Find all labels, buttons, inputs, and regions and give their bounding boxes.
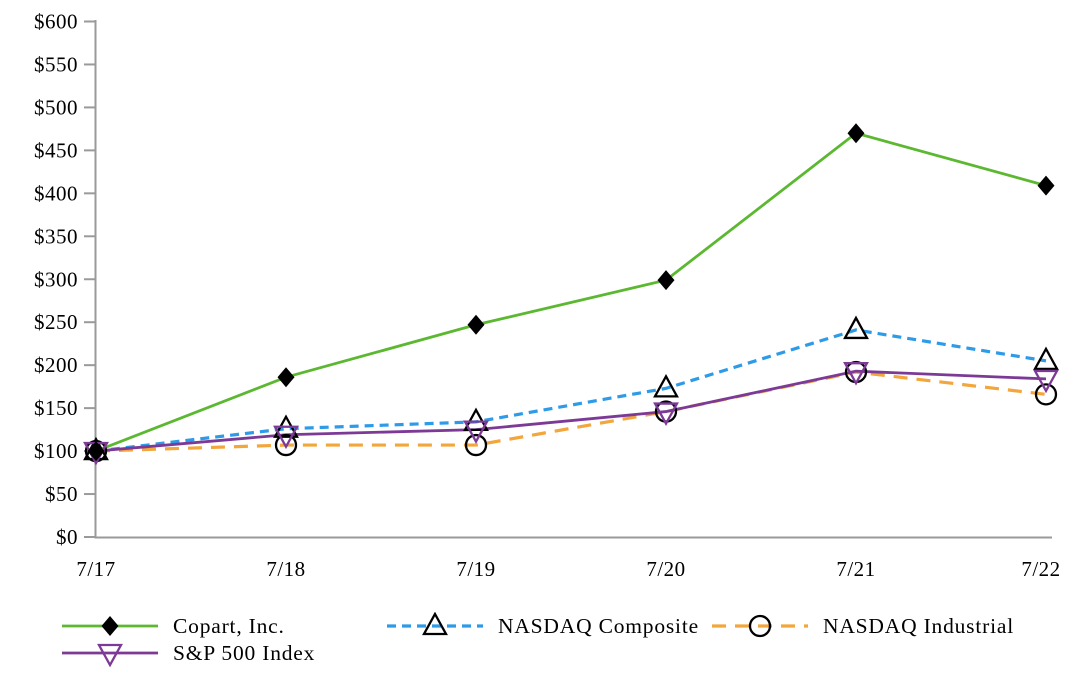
y-tick-label: $400 bbox=[34, 181, 78, 205]
y-tick-label: $350 bbox=[34, 224, 78, 248]
y-tick-label: $150 bbox=[34, 396, 78, 420]
data-point-marker bbox=[273, 425, 299, 450]
y-tick-label: $500 bbox=[34, 95, 78, 119]
y-tick-label: $600 bbox=[34, 10, 78, 34]
data-point-marker bbox=[463, 420, 489, 444]
legend-label: NASDAQ Industrial bbox=[823, 613, 1014, 638]
x-tick-label: 7/22 bbox=[1021, 557, 1060, 581]
axes bbox=[94, 20, 1052, 539]
chart-legend: Copart, Inc. NASDAQ Composite NASDAQ Indus… bbox=[0, 612, 1066, 667]
data-point-marker bbox=[657, 270, 675, 291]
legend-label: NASDAQ Composite bbox=[498, 613, 699, 638]
data-point-marker bbox=[653, 402, 679, 426]
legend-swatch bbox=[62, 643, 158, 667]
legend-item: Copart, Inc. bbox=[60, 612, 285, 640]
y-tick-label: $100 bbox=[34, 439, 78, 463]
y-tick-label: $200 bbox=[34, 353, 78, 377]
legend-item: NASDAQ Composite bbox=[385, 612, 699, 640]
series-line bbox=[95, 131, 1047, 453]
data-point-marker bbox=[1037, 175, 1055, 196]
x-tick-label: 7/19 bbox=[456, 557, 495, 581]
y-tick-label: $450 bbox=[34, 138, 78, 162]
series-lines bbox=[95, 131, 1047, 453]
plot-area: $0 $50 $100 $150 $200 $250 $300 $350 $400 $450 $50… bbox=[34, 10, 1060, 582]
legend-swatch bbox=[387, 612, 483, 636]
series-line bbox=[95, 369, 1047, 453]
series-markers bbox=[83, 123, 1059, 466]
data-point-marker bbox=[101, 616, 119, 636]
y-tick-label: $0 bbox=[56, 525, 78, 549]
data-point-marker bbox=[653, 373, 679, 398]
data-point-marker bbox=[277, 367, 295, 388]
data-point-marker bbox=[97, 643, 123, 667]
y-tick-label: $50 bbox=[45, 482, 78, 506]
legend-label: S&P 500 Index bbox=[173, 640, 316, 665]
data-point-marker bbox=[422, 612, 448, 636]
legend-swatch bbox=[712, 614, 808, 638]
data-point-marker bbox=[1034, 383, 1058, 406]
data-point-marker bbox=[843, 315, 869, 340]
legend-item: S&P 500 Index bbox=[60, 639, 315, 667]
x-tick-label: 7/20 bbox=[646, 557, 685, 581]
data-point-marker bbox=[274, 433, 298, 457]
data-point-marker bbox=[748, 614, 772, 638]
legend-row: Copart, Inc. NASDAQ Composite NASDAQ Indus… bbox=[0, 612, 1066, 639]
y-tick-label: $300 bbox=[34, 267, 78, 291]
data-point-marker bbox=[1033, 346, 1059, 371]
legend-item: NASDAQ Industrial bbox=[710, 612, 1014, 640]
legend-label: Copart, Inc. bbox=[173, 613, 285, 638]
data-point-marker bbox=[467, 314, 485, 335]
data-point-marker bbox=[1033, 369, 1059, 394]
series-line bbox=[95, 328, 1047, 453]
y-tick-label: $550 bbox=[34, 52, 78, 76]
legend-row: S&P 500 Index bbox=[0, 639, 1066, 667]
x-tick-label: 7/17 bbox=[76, 557, 115, 581]
data-point-marker bbox=[463, 407, 489, 432]
x-tick-label: 7/21 bbox=[836, 557, 875, 581]
data-point-marker bbox=[464, 433, 488, 457]
x-tick-label: 7/18 bbox=[266, 557, 305, 581]
data-point-marker bbox=[847, 123, 865, 144]
data-point-marker bbox=[843, 362, 869, 386]
legend-swatch bbox=[62, 616, 158, 636]
data-point-marker bbox=[87, 441, 105, 462]
y-tick-label: $250 bbox=[34, 310, 78, 334]
